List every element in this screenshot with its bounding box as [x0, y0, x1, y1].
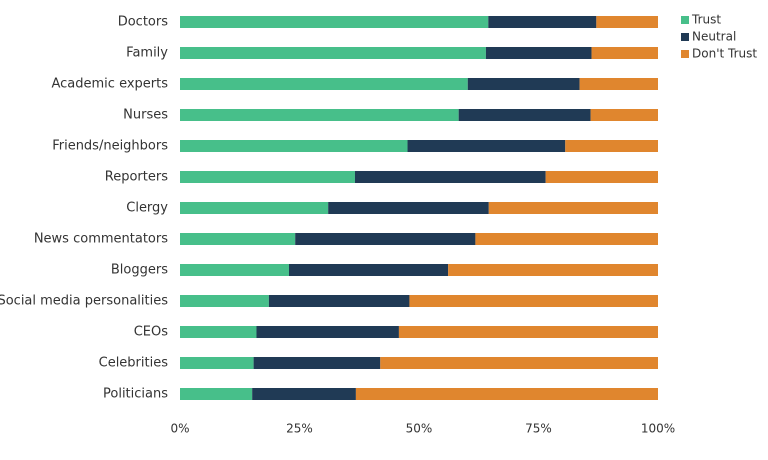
bar-segment-family-neutral	[485, 47, 592, 59]
x-tick-label: 25%	[286, 422, 313, 436]
legend: Trust Neutral Don't Trust	[681, 13, 757, 61]
x-tick-label: 75%	[525, 422, 552, 436]
bar-segment-reporters-trust	[180, 171, 355, 183]
legend-swatch-trust	[681, 16, 689, 24]
bar-segment-family-trust	[180, 47, 486, 59]
category-label-reporters: Reporters	[105, 170, 168, 185]
category-label-bloggers: Bloggers	[111, 263, 168, 278]
category-label-ceos: CEOs	[134, 325, 169, 340]
legend-label-trust: Trust	[691, 13, 721, 27]
bar-segment-bloggers-trust	[180, 264, 289, 276]
bar-segment-nurses-neutral	[458, 109, 591, 121]
bar-segment-politicians-don-t-trust	[355, 388, 658, 400]
category-label-friends-neighbors: Friends/neighbors	[52, 139, 168, 154]
category-label-news-commentators: News commentators	[34, 232, 168, 247]
bar-segment-celebrities-neutral	[253, 357, 381, 369]
category-label-social-media-personalities: Social media personalities	[0, 294, 168, 309]
category-labels: Doctors Family Academic experts Nurses Frien…	[0, 15, 168, 402]
bar-segment-friends-neighbors-neutral	[407, 140, 566, 152]
bar-segment-doctors-trust	[180, 16, 489, 28]
bar-segment-academic-experts-neutral	[467, 78, 580, 90]
legend-label-neutral: Neutral	[692, 30, 736, 44]
bar-segment-social-media-personalities-trust	[180, 295, 269, 307]
bar-segment-ceos-neutral	[256, 326, 399, 338]
bar-segment-bloggers-neutral	[288, 264, 449, 276]
bar-segment-academic-experts-trust	[180, 78, 468, 90]
bar-segment-politicians-trust	[180, 388, 253, 400]
bar-segment-doctors-don-t-trust	[596, 16, 658, 28]
x-tick-label: 100%	[641, 422, 675, 436]
legend-swatch-don-t-trust	[681, 50, 689, 58]
bar-segment-doctors-neutral	[488, 16, 597, 28]
category-label-celebrities: Celebrities	[99, 356, 169, 371]
bar-segment-academic-experts-don-t-trust	[579, 78, 658, 90]
bar-segment-nurses-don-t-trust	[590, 109, 658, 121]
bar-segment-clergy-don-t-trust	[488, 202, 658, 214]
bar-segment-reporters-neutral	[354, 171, 546, 183]
bar-segment-news-commentators-trust	[180, 233, 296, 245]
category-label-nurses: Nurses	[123, 108, 168, 123]
category-label-clergy: Clergy	[126, 201, 168, 216]
bar-segment-social-media-personalities-neutral	[268, 295, 410, 307]
bar-segment-news-commentators-neutral	[295, 233, 476, 245]
bars-group	[180, 16, 658, 400]
bar-segment-family-don-t-trust	[591, 47, 658, 59]
x-axis-tick-labels: 0% 25% 50% 75% 100%	[170, 422, 675, 436]
bar-segment-bloggers-don-t-trust	[448, 264, 658, 276]
category-label-family: Family	[126, 46, 168, 61]
category-label-doctors: Doctors	[118, 15, 169, 30]
bar-segment-news-commentators-don-t-trust	[475, 233, 658, 245]
x-tick-label: 0%	[170, 422, 189, 436]
bar-segment-ceos-trust	[180, 326, 257, 338]
category-label-academic-experts: Academic experts	[51, 77, 168, 92]
bar-segment-clergy-neutral	[328, 202, 489, 214]
legend-label-don-t-trust: Don't Trust	[692, 47, 757, 61]
bar-segment-celebrities-trust	[180, 357, 254, 369]
category-label-politicians: Politicians	[103, 387, 168, 402]
bar-segment-celebrities-don-t-trust	[380, 357, 658, 369]
legend-swatch-neutral	[681, 33, 689, 41]
bar-segment-clergy-trust	[180, 202, 329, 214]
bar-segment-friends-neighbors-trust	[180, 140, 408, 152]
bar-segment-nurses-trust	[180, 109, 459, 121]
bar-segment-ceos-don-t-trust	[398, 326, 658, 338]
bar-segment-social-media-personalities-don-t-trust	[409, 295, 658, 307]
bar-segment-friends-neighbors-don-t-trust	[565, 140, 658, 152]
x-tick-label: 50%	[406, 422, 433, 436]
bar-segment-reporters-don-t-trust	[545, 171, 658, 183]
bar-segment-politicians-neutral	[252, 388, 356, 400]
